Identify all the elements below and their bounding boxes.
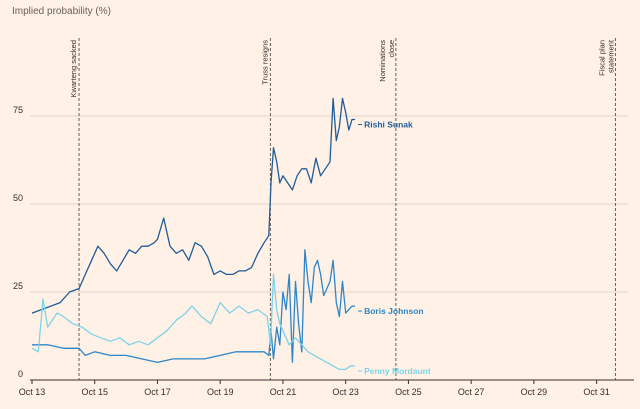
event-label: Kwarteng sacked xyxy=(69,40,78,98)
grid-layer xyxy=(30,115,628,293)
label-layer: Rishi Sunak Boris Johnson Penny Mordaunt xyxy=(358,120,431,376)
x-tick-label: Oct 19 xyxy=(207,387,234,397)
event-label-line2: statement xyxy=(606,39,615,73)
event-label-group: Truss resigns xyxy=(260,40,269,85)
event-label-group: Nominations close xyxy=(378,40,396,82)
x-tick-label: Oct 15 xyxy=(81,387,108,397)
x-tick-label: Oct 31 xyxy=(583,387,610,397)
series-label-rishi-sunak: Rishi Sunak xyxy=(364,120,413,130)
event-label: Fiscal plan xyxy=(597,40,606,76)
series-layer xyxy=(31,97,356,371)
chart-title: Implied probability (%) xyxy=(12,6,111,17)
event-label-group: Kwarteng sacked xyxy=(69,40,78,98)
event-label-line2: close xyxy=(387,40,396,58)
x-tick-label: Oct 25 xyxy=(395,387,422,397)
event-label: Truss resigns xyxy=(260,40,269,85)
y-tick-label: 25 xyxy=(13,281,23,291)
series-label-penny-mordaunt: Penny Mordaunt xyxy=(364,366,431,376)
x-tick-label: Oct 23 xyxy=(332,387,359,397)
x-tick-label: Oct 17 xyxy=(144,387,171,397)
y-tick-label: 50 xyxy=(13,193,23,203)
event-label-group: Fiscal plan statement xyxy=(597,39,615,76)
y-tick-label: 75 xyxy=(13,105,23,115)
x-tick-label: Oct 27 xyxy=(458,387,485,397)
series-line-penny-mordaunt xyxy=(31,273,356,371)
series-line-rishi-sunak xyxy=(31,97,356,314)
series-line-boris-johnson xyxy=(32,249,356,364)
x-tick-label: Oct 21 xyxy=(270,387,297,397)
axis-layer: 0 25 50 75 Oct 13 Oct 15 Oct 17 Oct 19 Oct 21 Oct… xyxy=(13,105,634,397)
x-tick-label: Oct 13 xyxy=(19,387,46,397)
event-layer: Kwarteng sacked Truss resigns Nominations c… xyxy=(69,38,616,380)
y-tick-label: 0 xyxy=(18,369,23,379)
series-label-boris-johnson: Boris Johnson xyxy=(364,306,424,316)
x-tick-label: Oct 29 xyxy=(521,387,548,397)
event-label: Nominations xyxy=(378,40,387,82)
